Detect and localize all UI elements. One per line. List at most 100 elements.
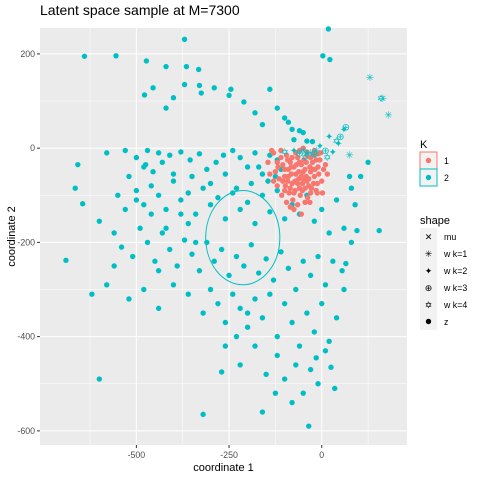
data-point-k2 [141,92,148,98]
data-point-w-k-4: ✡ [332,137,340,148]
data-point-k2 [215,300,221,307]
data-point-k2 [322,348,329,354]
y-tick-label: -400 [17,332,35,342]
legend-shape: shape ✕ mu ✳ w k=1 ✦ w k=2 ⊕ w k=3 ✡ w k=4 z [420,215,467,330]
data-point-k2 [113,53,119,59]
legend-k-key-point [425,174,432,181]
data-point-k2 [163,206,169,213]
data-point-k2 [143,58,150,64]
legend-shape-key-glyph: ✳ [425,250,433,260]
data-point-k1 [294,154,301,161]
data-point-k2 [263,371,269,378]
data-point-k2 [178,149,184,155]
mean-circle [205,190,281,286]
data-point-k2 [256,164,262,170]
data-point-k2 [300,258,306,264]
data-point-k2 [200,411,206,418]
data-point-k1 [291,206,297,213]
data-point-k1 [297,192,303,198]
data-point-k2 [352,201,358,208]
data-point-k2 [252,220,258,227]
data-point-k2 [357,173,364,180]
data-point-k1 [296,159,303,165]
data-point-k2 [222,343,229,349]
circle-layer [205,190,281,286]
legend-shape-key-point [425,318,432,325]
data-point-k1 [309,166,316,173]
grid-lines [40,28,407,445]
data-point-k2 [148,211,154,217]
data-point-k1 [316,171,322,177]
data-point-k2 [141,286,147,293]
data-point-w-k-2: ✦ [340,125,348,136]
data-point-k2 [339,267,345,274]
data-point-k1 [278,147,284,154]
data-point-k2 [244,199,251,206]
data-point-k2 [237,206,243,213]
data-point-k2 [248,180,255,187]
data-point-k1 [308,185,315,191]
data-point-k1 [311,173,318,180]
legend-k-title: K [420,139,428,151]
data-point-k2 [228,86,234,92]
data-point-k2 [300,129,306,136]
data-point-k2 [315,253,321,260]
data-point-w-k-1: ✳ [312,146,320,157]
legend-shape-title: shape [420,215,450,227]
data-point-k1 [311,147,318,154]
data-point-w-k-1: ✳ [306,148,314,159]
data-point-k2 [237,154,243,161]
data-point-k2 [75,161,81,168]
legend-shape-label: w k=2 [443,266,467,276]
data-point-k2 [281,115,288,121]
data-point-k2 [237,305,243,312]
y-tick-label: 200 [20,49,35,59]
data-point-k2 [365,159,371,165]
data-point-k2 [148,183,154,189]
data-point-k1 [322,161,329,168]
data-point-k1 [315,151,321,157]
y-tick-label: 0 [30,143,35,153]
x-tick-label: 0 [319,450,324,460]
data-point-k2 [300,390,306,396]
data-point-k2 [189,173,195,180]
data-point-k2 [325,26,332,32]
data-point-k2 [226,92,232,99]
data-point-k2 [263,256,269,262]
data-point-k2 [163,225,169,231]
data-point-k1 [299,187,306,194]
data-point-k2 [200,310,206,316]
data-point-k2 [178,197,184,203]
data-point-k1 [274,159,280,165]
data-point-k2 [196,151,203,157]
data-point-k2 [115,192,121,198]
data-point-k2 [133,187,140,194]
data-point-k1 [280,178,286,184]
data-point-k1 [290,197,296,203]
data-point-k1 [304,194,311,201]
data-point-k1 [307,199,313,206]
data-point-k2 [304,138,310,144]
data-point-k2 [144,147,151,154]
data-point-k2 [122,206,128,213]
data-point-k1 [304,149,310,155]
data-point-k1 [270,178,277,184]
data-point-k2 [333,315,340,321]
data-point-k1 [314,180,320,187]
data-point-k2 [272,390,279,396]
data-point-k1 [288,171,295,177]
data-point-k2 [155,192,162,198]
data-point-k2 [267,86,273,92]
data-point-k2 [252,343,258,349]
data-point-k2 [241,263,247,269]
data-point-k2 [252,110,258,116]
data-point-k2 [230,190,236,196]
data-point-w-k-3: ⊕ [336,132,344,143]
data-point-k2 [141,164,147,170]
legend-shape-label: w k=1 [443,249,467,259]
data-point-k2 [343,260,349,267]
data-point-k2 [170,171,177,177]
legend-shape-key [420,245,437,262]
data-point-k2 [170,282,177,288]
data-point-k2 [259,409,266,415]
